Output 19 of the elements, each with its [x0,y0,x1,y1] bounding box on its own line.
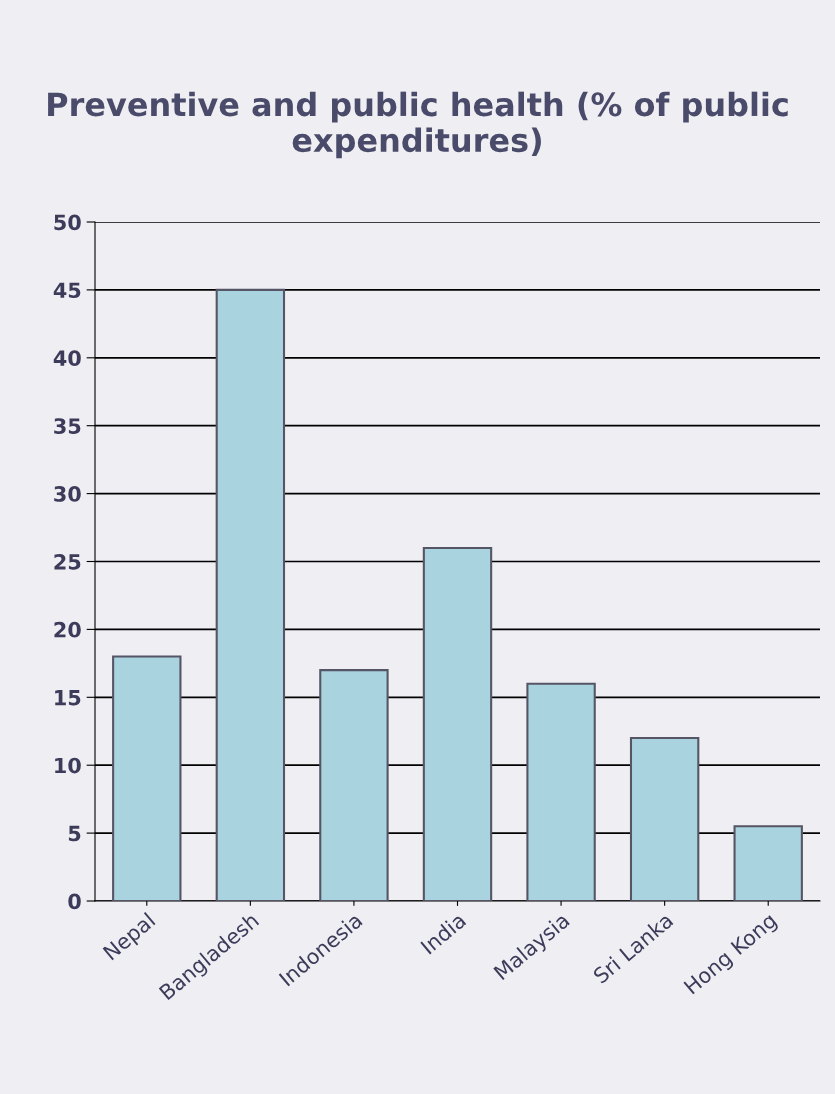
bar [112,655,182,901]
bar [215,288,286,901]
bar [319,669,389,901]
y-tick-label: 45 [53,282,81,299]
y-tick-label: 20 [54,621,81,638]
y-tick-label: 15 [55,690,81,706]
y-tick-label: 25 [54,553,81,570]
bar [526,682,596,901]
y-tick-label: 10 [55,757,81,774]
bar [422,546,493,901]
y-tick-label: 0 [68,893,81,910]
y-tick-label: 30 [54,486,81,502]
y-tick-label: 35 [54,418,81,434]
y-tick-label: 5 [68,825,81,842]
y-tick-label: 40 [53,350,81,367]
bar [733,825,803,901]
y-tick-label: 50 [54,214,81,231]
bar [629,737,700,901]
chart-title: Preventive and public health (% of public expenditures) [48,91,788,159]
